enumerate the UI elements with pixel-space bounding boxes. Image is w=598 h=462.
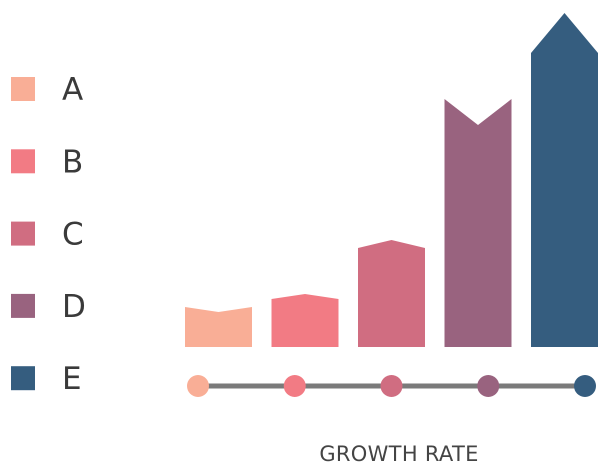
bar-d [444, 99, 512, 347]
timeline-dot-c [380, 375, 403, 397]
bar-c [358, 240, 425, 347]
legend-swatch-e [11, 366, 35, 391]
legend-swatch-c [11, 221, 35, 246]
bar-a [185, 307, 252, 347]
bar-b [271, 294, 339, 347]
chart-legend: AB CDE [11, 72, 86, 397]
timeline-dot-d [477, 375, 500, 397]
legend-label-e: E [62, 361, 82, 397]
legend-swatch-b [11, 149, 35, 174]
timeline-dot-a [187, 375, 209, 397]
legend-swatch-d [11, 293, 35, 318]
legend-swatch-a [11, 77, 35, 101]
legend-label-b: B [62, 144, 83, 180]
bars-group [185, 13, 598, 347]
legend-label-c: C [62, 217, 84, 253]
legend-label-d: D [62, 289, 86, 325]
timeline-dot-b [283, 375, 306, 397]
legend-label-a: A [62, 72, 83, 108]
timeline-dot-e [574, 375, 596, 397]
x-axis-title: GROWTH RATE [319, 442, 478, 462]
growth-timeline [187, 375, 596, 397]
bar-e [531, 13, 598, 347]
